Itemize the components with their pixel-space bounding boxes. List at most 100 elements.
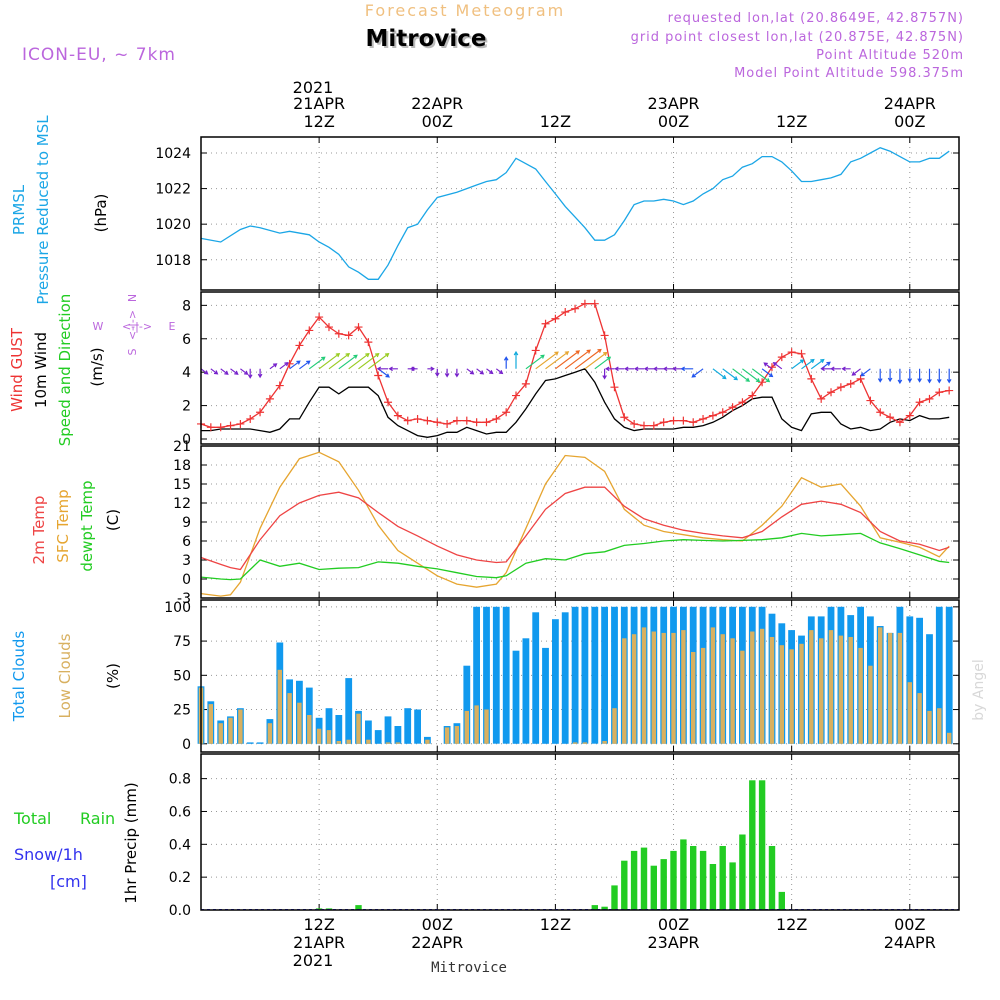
wind-vector bbox=[368, 352, 390, 370]
low-cloud-bar bbox=[307, 715, 312, 744]
gust-marker bbox=[265, 394, 274, 403]
prmsl-unit: (hPa) bbox=[92, 194, 110, 233]
low-cloud-bar bbox=[631, 634, 637, 744]
wind-vector bbox=[946, 368, 952, 384]
panel-frame bbox=[200, 136, 960, 291]
top-hour-label: 12Z bbox=[776, 112, 807, 131]
low-cloud-bar bbox=[947, 732, 952, 744]
snow-label: Snow/1h bbox=[14, 845, 83, 864]
y-tick-label: 75 bbox=[173, 634, 191, 650]
gust-marker bbox=[600, 331, 609, 340]
gust-marker bbox=[472, 418, 481, 427]
grid-point-coords: grid point closest lon,lat (20.875E, 42.… bbox=[631, 30, 964, 45]
gust-marker bbox=[443, 419, 452, 428]
wind-vector bbox=[624, 366, 635, 372]
low-cloud-bar bbox=[799, 643, 804, 744]
total-cloud-bar bbox=[571, 606, 579, 744]
wind-vector bbox=[376, 366, 388, 372]
gust-marker bbox=[895, 418, 904, 427]
compass-we-arrow: <-|-> bbox=[122, 320, 152, 333]
y-tick-label: 0 bbox=[182, 432, 191, 448]
gust-marker bbox=[935, 388, 944, 397]
wind-vector bbox=[643, 366, 654, 372]
wind-vector bbox=[279, 361, 289, 370]
gust-marker bbox=[502, 408, 511, 417]
gust-marker bbox=[275, 381, 284, 390]
total-cloud-bar bbox=[394, 726, 402, 744]
panel-frame bbox=[200, 291, 960, 445]
gust-marker bbox=[413, 414, 422, 423]
wind-vector bbox=[525, 354, 545, 370]
gust-marker bbox=[305, 326, 314, 335]
y-tick-label: 0.0 bbox=[169, 903, 191, 919]
rain-bar bbox=[630, 850, 638, 910]
low-cloud-bar bbox=[700, 647, 706, 744]
y-tick-label: 1024 bbox=[155, 146, 191, 162]
low-cloud-bar bbox=[897, 632, 903, 744]
gust-marker bbox=[787, 348, 796, 357]
low-cloud-bar bbox=[720, 634, 725, 744]
wind-vector bbox=[220, 368, 229, 375]
gust-marker bbox=[886, 413, 895, 422]
top-date-label: 22APR bbox=[411, 94, 463, 113]
gust-marker bbox=[344, 331, 353, 340]
gust-marker bbox=[738, 398, 747, 407]
gust-marker bbox=[324, 323, 333, 332]
low-clouds-label: Low Clouds bbox=[56, 633, 74, 718]
total-cloud-bar bbox=[532, 612, 540, 744]
wind-vector bbox=[877, 368, 883, 383]
low-cloud-bar bbox=[602, 741, 607, 744]
gust-marker bbox=[423, 416, 432, 425]
gust-marker bbox=[846, 379, 855, 388]
y-tick-label: 9 bbox=[182, 515, 191, 531]
gust-marker bbox=[531, 346, 540, 355]
wind-vector bbox=[841, 366, 851, 372]
requested-coords: requested lon,lat (20.8649E, 42.8757N) bbox=[668, 11, 964, 26]
wind-vector bbox=[476, 368, 485, 375]
gust-marker bbox=[246, 414, 255, 423]
low-cloud-bar bbox=[750, 631, 755, 744]
low-cloud-bar bbox=[917, 693, 922, 744]
rain-bar bbox=[709, 864, 717, 910]
wind-vector bbox=[851, 368, 861, 376]
low-cloud-bar bbox=[238, 709, 243, 744]
low-cloud-bar bbox=[681, 630, 686, 744]
wind-vector bbox=[318, 352, 341, 370]
gust-marker bbox=[699, 414, 708, 423]
gust-marker bbox=[354, 323, 363, 332]
gust-marker bbox=[334, 329, 343, 338]
gust-marker bbox=[659, 418, 668, 427]
low-cloud-bar bbox=[474, 705, 479, 744]
wind-vector bbox=[289, 360, 301, 370]
gust-marker bbox=[226, 421, 235, 430]
rain-bar bbox=[660, 859, 667, 910]
wind-dir-label: Speed and Direction bbox=[56, 294, 74, 447]
gust-marker bbox=[374, 371, 383, 380]
total-cloud-bar bbox=[945, 606, 953, 744]
low-cloud-bar bbox=[809, 630, 814, 744]
rain-bar bbox=[591, 905, 598, 910]
prmsl-label: PRMSL bbox=[10, 184, 28, 235]
rain-bar bbox=[621, 860, 628, 910]
watermark: by Angel bbox=[971, 659, 987, 720]
total-cloud-bar bbox=[502, 606, 510, 744]
total-cloud-bar bbox=[473, 606, 480, 744]
gust-marker bbox=[689, 418, 698, 427]
low-cloud-bar bbox=[267, 723, 273, 744]
total-cloud-bar bbox=[246, 742, 254, 744]
wind-vector bbox=[680, 366, 694, 372]
gust-marker bbox=[236, 419, 245, 428]
y-tick-label: 6 bbox=[182, 332, 191, 348]
wind-vector bbox=[887, 368, 893, 383]
gust-marker bbox=[817, 394, 826, 403]
rain-bar bbox=[640, 847, 648, 910]
panel-frame bbox=[200, 599, 960, 753]
model-altitude: Model Point Altitude 598.375m bbox=[734, 66, 964, 81]
bottom-hour-label: 12Z bbox=[776, 915, 807, 934]
top-year-label: 2021 bbox=[293, 78, 334, 97]
low-cloud-bar bbox=[769, 637, 775, 744]
rain-bar bbox=[690, 846, 697, 910]
wind-vector bbox=[535, 351, 559, 370]
top-hour-label: 00Z bbox=[894, 112, 925, 131]
